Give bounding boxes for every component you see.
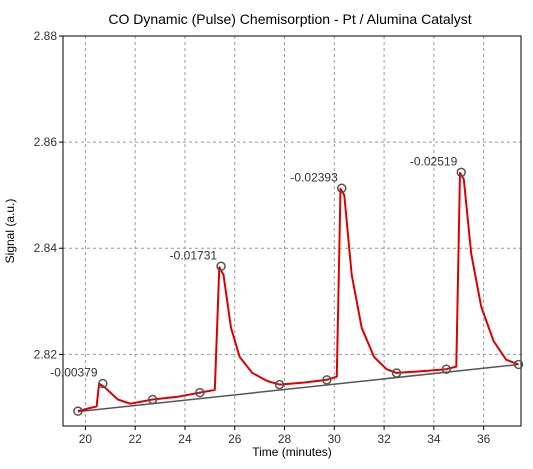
data-marker (337, 183, 347, 194)
data-marker (513, 359, 524, 370)
data-marker (456, 167, 467, 178)
x-tick-label: 28 (278, 432, 292, 446)
y-axis-title: Signal (a.u.) (3, 199, 17, 264)
data-marker (147, 394, 158, 405)
y-tick-label: 2.84 (34, 241, 58, 255)
data-marker (98, 378, 108, 389)
data-marker (322, 375, 332, 385)
peak-area-label: -0.02519 (410, 154, 458, 168)
data-marker (195, 387, 205, 398)
y-tick-label: 2.82 (34, 347, 58, 361)
peak-area-label: -0.02393 (290, 170, 338, 184)
peak-label-layer: -0.00379 -0.01731 -0.02393 -0.02519 (50, 154, 457, 379)
x-tick-label: 34 (427, 432, 441, 446)
x-axis-title: Time (minutes) (252, 445, 332, 459)
x-tick-label: 20 (79, 432, 93, 446)
signal-series-line (77, 171, 519, 413)
x-tick-label: 36 (477, 432, 491, 446)
y-tick-label: 2.86 (34, 135, 58, 149)
peak-area-label: -0.00379 (50, 366, 98, 380)
data-marker (73, 406, 83, 416)
data-marker (391, 368, 402, 378)
data-marker (441, 364, 452, 374)
data-marker (216, 261, 226, 272)
x-tick-label: 26 (228, 432, 242, 446)
grid-lines (63, 35, 521, 426)
peak-area-label: -0.01731 (170, 248, 218, 262)
baseline-layer (77, 363, 519, 413)
data-marker (274, 379, 285, 390)
y-tick-label: 2.88 (34, 29, 58, 43)
signal-layer (77, 171, 519, 413)
chart-title: CO Dynamic (Pulse) Chemisorption - Pt / … (108, 11, 471, 27)
x-tick-label: 32 (377, 432, 391, 446)
x-tick-label: 30 (328, 432, 342, 446)
plot-area-frame (62, 35, 522, 427)
x-tick-label: 22 (129, 432, 143, 446)
baseline-line (77, 363, 519, 413)
marker-layer (73, 167, 524, 416)
axis-ticks: 20 22 24 26 28 30 32 34 36 2.82 2.84 2.86 2.88 (34, 29, 491, 446)
x-tick-label: 24 (178, 432, 192, 446)
